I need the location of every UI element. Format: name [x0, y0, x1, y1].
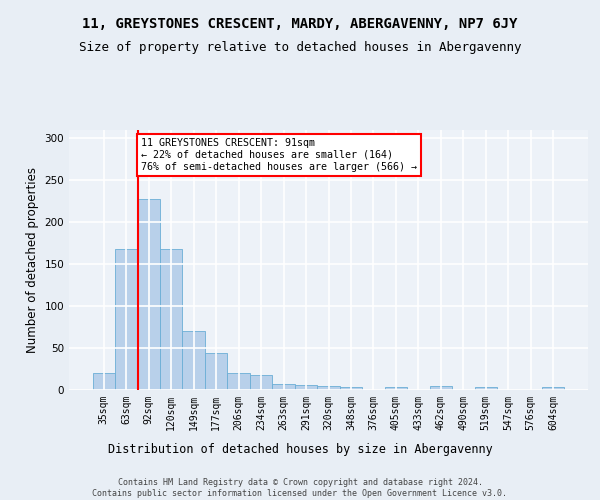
Bar	[227, 373, 250, 390]
Bar	[137, 199, 160, 390]
Bar	[205, 353, 227, 390]
Bar	[317, 386, 340, 390]
Text: 11, GREYSTONES CRESCENT, MARDY, ABERGAVENNY, NP7 6JY: 11, GREYSTONES CRESCENT, MARDY, ABERGAVE…	[82, 18, 518, 32]
Bar	[272, 384, 295, 390]
Bar	[430, 386, 452, 390]
Text: Size of property relative to detached houses in Abergavenny: Size of property relative to detached ho…	[79, 41, 521, 54]
Bar	[295, 385, 317, 390]
Bar	[250, 375, 272, 390]
Bar	[115, 249, 137, 390]
Text: Distribution of detached houses by size in Abergavenny: Distribution of detached houses by size …	[107, 442, 493, 456]
Bar	[92, 373, 115, 390]
Bar	[182, 332, 205, 390]
Bar	[160, 249, 182, 390]
Bar	[475, 388, 497, 390]
Bar	[340, 388, 362, 390]
Text: Contains HM Land Registry data © Crown copyright and database right 2024.
Contai: Contains HM Land Registry data © Crown c…	[92, 478, 508, 498]
Bar	[542, 388, 565, 390]
Y-axis label: Number of detached properties: Number of detached properties	[26, 167, 39, 353]
Text: 11 GREYSTONES CRESCENT: 91sqm
← 22% of detached houses are smaller (164)
76% of : 11 GREYSTONES CRESCENT: 91sqm ← 22% of d…	[141, 138, 417, 172]
Bar	[385, 388, 407, 390]
